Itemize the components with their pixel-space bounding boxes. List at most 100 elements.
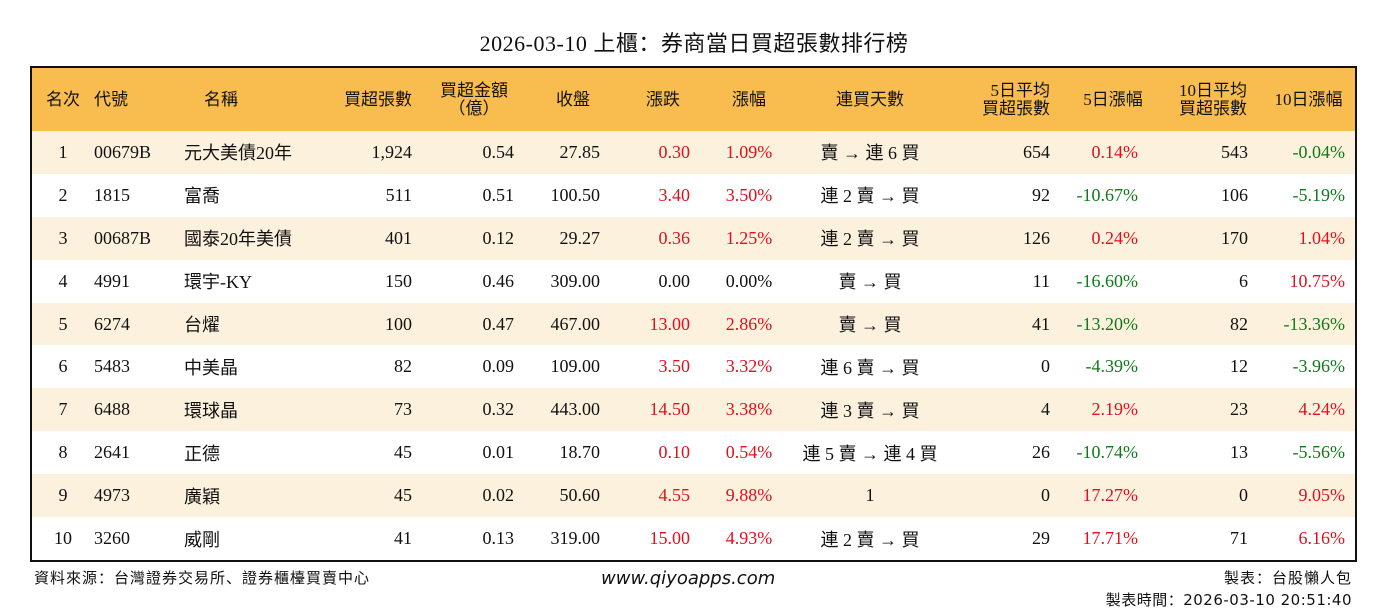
cell-chg10: -3.96% (1292, 356, 1346, 377)
cell-change-pct: 0.54% (725, 442, 773, 463)
cell-close: 109.00 (550, 356, 601, 377)
cell-change: 4.55 (658, 485, 691, 506)
table-row[interactable]: 4 4991 環宇-KY 150 0.46 309.00 0.00 0.00% … (32, 259, 1355, 303)
cell-change-pct: 3.32% (725, 356, 773, 377)
col-header-rank[interactable]: 名次 (46, 89, 80, 109)
cell-chg5: 17.27% (1082, 485, 1139, 506)
cell-name: 元大美債20年 (184, 143, 292, 164)
website-link[interactable]: www.qiyoapps.com (601, 568, 776, 589)
table-row[interactable]: 5 6274 台燿 100 0.47 467.00 13.00 2.86% 賣 … (32, 302, 1355, 346)
col-header-avg10[interactable]: 10日平均 買超張數 (1164, 68, 1262, 131)
col-header-avg5[interactable]: 5日平均 買超張數 (946, 68, 1062, 131)
cell-change: 3.50 (658, 356, 691, 377)
table-row[interactable]: 8 2641 正德 45 0.01 18.70 0.10 0.54% 連 5 賣… (32, 431, 1355, 475)
cell-chg5: -13.20% (1076, 313, 1139, 334)
cell-avg10: 0 (1239, 485, 1248, 506)
col-header-avg10-line2: 買超張數 (1179, 98, 1247, 118)
cell-chg5: -10.67% (1076, 184, 1139, 205)
col-header-code[interactable]: 代號 (94, 89, 128, 109)
cell-net-buy-lots: 41 (394, 528, 412, 548)
cell-close: 443.00 (550, 399, 601, 420)
cell-change-pct: 3.38% (725, 399, 773, 420)
cell-streak: 連 3 賣 → 買 (820, 400, 920, 421)
cell-rank: 7 (58, 399, 68, 420)
cell-avg10: 13 (1230, 442, 1248, 463)
table-row[interactable]: 2 1815 富喬 511 0.51 100.50 3.40 3.50% 連 2… (32, 173, 1355, 217)
cell-code: 1815 (94, 184, 130, 205)
cell-streak: 賣 → 連 6 買 (820, 143, 920, 164)
cell-chg10: -13.36% (1283, 313, 1346, 334)
ranking-table: 名次 代號 名稱 買超張數 買超金額 （億） 收盤 漲跌 漲幅 連買天數 5日平… (32, 68, 1355, 560)
cell-change-pct: 4.93% (725, 528, 773, 548)
cell-rank: 1 (58, 141, 68, 162)
cell-avg10: 170 (1221, 227, 1248, 248)
table-row[interactable]: 3 00687B 國泰20年美債 401 0.12 29.27 0.36 1.2… (32, 216, 1355, 260)
cell-net-buy-lots: 401 (385, 227, 412, 248)
table-row[interactable]: 10 3260 威剛 41 0.13 319.00 15.00 4.93% 連 … (32, 517, 1355, 560)
col-header-name[interactable]: 名稱 (204, 89, 238, 109)
col-header-net-buy-amount[interactable]: 買超金額 （億） (424, 68, 524, 131)
cell-close: 309.00 (550, 270, 601, 291)
cell-avg5: 654 (1023, 141, 1050, 162)
cell-code: 00687B (94, 227, 152, 248)
cell-net-buy-amount: 0.01 (482, 442, 515, 463)
table-row[interactable]: 9 4973 廣穎 45 0.02 50.60 4.55 9.88% 1 0 1… (32, 474, 1355, 518)
cell-avg5: 4 (1041, 399, 1050, 420)
col-header-change-pct[interactable]: 漲幅 (732, 89, 766, 109)
cell-net-buy-amount: 0.32 (482, 399, 515, 420)
cell-name: 環球晶 (184, 400, 238, 421)
cell-streak: 連 6 賣 → 買 (820, 357, 920, 378)
cell-rank: 9 (58, 485, 68, 506)
col-header-close[interactable]: 收盤 (556, 89, 590, 109)
cell-chg10: -0.04% (1292, 141, 1346, 162)
col-header-net-buy-lots[interactable]: 買超張數 (344, 89, 412, 109)
cell-change-pct: 0.00% (725, 270, 773, 291)
author-credit: 製表：台股懶人包 (1223, 569, 1352, 587)
cell-net-buy-lots: 45 (394, 485, 412, 506)
cell-name: 國泰20年美債 (184, 229, 292, 250)
cell-streak: 賣 → 買 (838, 315, 902, 335)
cell-rank: 4 (58, 270, 68, 291)
cell-code: 5483 (94, 356, 130, 377)
cell-avg10: 106 (1221, 184, 1248, 205)
cell-change-pct: 1.09% (725, 141, 773, 162)
cell-avg5: 26 (1032, 442, 1050, 463)
cell-close: 319.00 (550, 528, 601, 548)
cell-name: 台燿 (184, 315, 220, 335)
table-row[interactable]: 1 00679B 元大美債20年 1,924 0.54 27.85 0.30 1… (32, 131, 1355, 174)
cell-chg10: 9.05% (1298, 485, 1346, 506)
cell-streak: 連 2 賣 → 買 (820, 529, 920, 550)
cell-change-pct: 9.88% (725, 485, 773, 506)
col-header-chg5[interactable]: 5日漲幅 (1083, 89, 1143, 109)
cell-name: 正德 (184, 443, 220, 464)
generated-timestamp: 製表時間：2026-03-10 20:51:40 (1105, 591, 1352, 609)
col-header-streak[interactable]: 連買天數 (836, 89, 904, 109)
col-header-chg10[interactable]: 10日漲幅 (1274, 89, 1343, 109)
cell-avg10: 543 (1221, 141, 1248, 162)
cell-chg10: 1.04% (1298, 227, 1346, 248)
cell-chg10: 6.16% (1298, 528, 1346, 548)
col-header-avg5-line2: 買超張數 (982, 98, 1050, 118)
cell-name: 環宇-KY (184, 272, 252, 293)
cell-avg5: 11 (1032, 270, 1050, 291)
cell-net-buy-lots: 511 (385, 184, 412, 205)
cell-chg5: -4.39% (1085, 356, 1139, 377)
cell-close: 50.60 (559, 485, 601, 506)
cell-avg5: 0 (1041, 485, 1050, 506)
col-header-change[interactable]: 漲跌 (646, 89, 680, 109)
cell-net-buy-amount: 0.02 (482, 485, 515, 506)
cell-change: 15.00 (649, 528, 691, 548)
cell-avg10: 23 (1230, 399, 1248, 420)
cell-change: 0.10 (658, 442, 691, 463)
table-row[interactable]: 7 6488 環球晶 73 0.32 443.00 14.50 3.38% 連 … (32, 388, 1355, 432)
cell-code: 6274 (94, 313, 130, 334)
cell-change-pct: 3.50% (725, 184, 773, 205)
cell-code: 3260 (94, 528, 130, 548)
cell-net-buy-amount: 0.54 (482, 141, 515, 162)
cell-net-buy-lots: 1,924 (371, 141, 413, 162)
col-header-avg5-line1: 5日平均 (990, 80, 1051, 100)
cell-rank: 10 (54, 528, 72, 548)
table-row[interactable]: 6 5483 中美晶 82 0.09 109.00 3.50 3.32% 連 6… (32, 345, 1355, 389)
cell-avg5: 0 (1041, 356, 1050, 377)
table-body: 1 00679B 元大美債20年 1,924 0.54 27.85 0.30 1… (32, 131, 1355, 560)
